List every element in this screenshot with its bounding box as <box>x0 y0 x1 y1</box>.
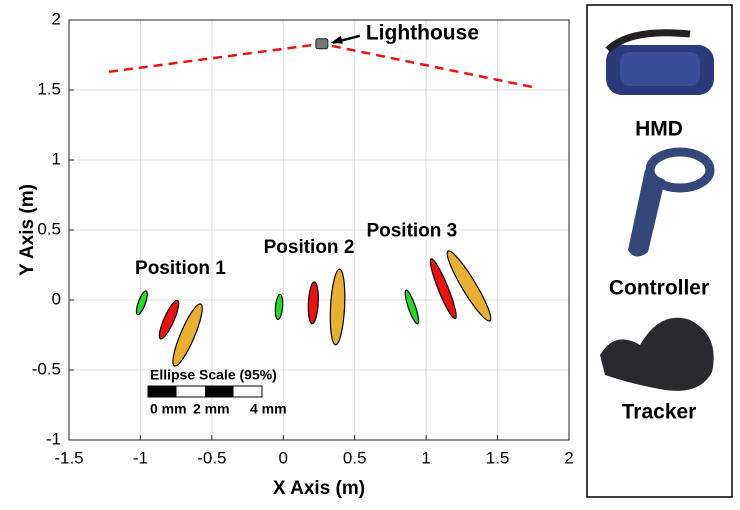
x-tick-label: -0.5 <box>197 448 226 467</box>
position-label: Position 3 <box>366 220 457 241</box>
legend-label: HMD <box>635 118 683 141</box>
lighthouse-marker <box>315 38 329 50</box>
x-tick-label: 1.5 <box>486 448 510 467</box>
annotation: Lighthouse <box>366 21 479 44</box>
x-tick-label: 0 <box>279 448 288 467</box>
x-tick-label: -1 <box>133 448 148 467</box>
y-tick-label: -0.5 <box>32 359 61 378</box>
legend-label: Tracker <box>622 401 697 424</box>
ellipse <box>274 293 284 321</box>
ellipse <box>158 299 180 340</box>
y-tick-label: 1 <box>52 149 61 168</box>
scale-bar-label: 2 mm <box>193 401 230 417</box>
legend-label: Controller <box>609 277 709 300</box>
y-axis-label: Y Axis (m) <box>17 184 38 276</box>
ellipse <box>446 250 492 322</box>
y-tick-label: 0 <box>52 289 61 308</box>
y-tick-label: 1.5 <box>37 79 61 98</box>
ellipse <box>172 303 203 367</box>
y-tick-label: 2 <box>52 9 61 28</box>
x-tick-label: 1 <box>421 448 430 467</box>
x-tick-label: 0.5 <box>343 448 367 467</box>
position-label: Position 1 <box>135 258 226 279</box>
hmd-icon <box>605 29 714 95</box>
ellipse <box>135 290 148 316</box>
ellipse <box>429 258 457 320</box>
scale-bar-block <box>205 386 234 397</box>
x-axis-label: X Axis (m) <box>273 478 365 499</box>
annotation-arrowhead <box>330 35 343 44</box>
y-tick-label: 0.5 <box>37 219 61 238</box>
scale-bar-label: 0 mm <box>150 401 187 417</box>
scale-bar-label: 4 mm <box>250 401 287 417</box>
tracker-icon <box>600 317 714 391</box>
scale-bar-block <box>148 386 177 397</box>
ellipse <box>329 268 346 346</box>
x-tick-label: -1.5 <box>54 448 83 467</box>
position-label: Position 2 <box>264 237 355 258</box>
scale-bar-title: Ellipse Scale (95%) <box>150 367 277 383</box>
controller-icon <box>628 147 715 257</box>
ellipse <box>404 289 420 325</box>
ellipse <box>307 281 319 325</box>
y-tick-label: -1 <box>46 429 61 448</box>
x-tick-label: 2 <box>564 448 573 467</box>
